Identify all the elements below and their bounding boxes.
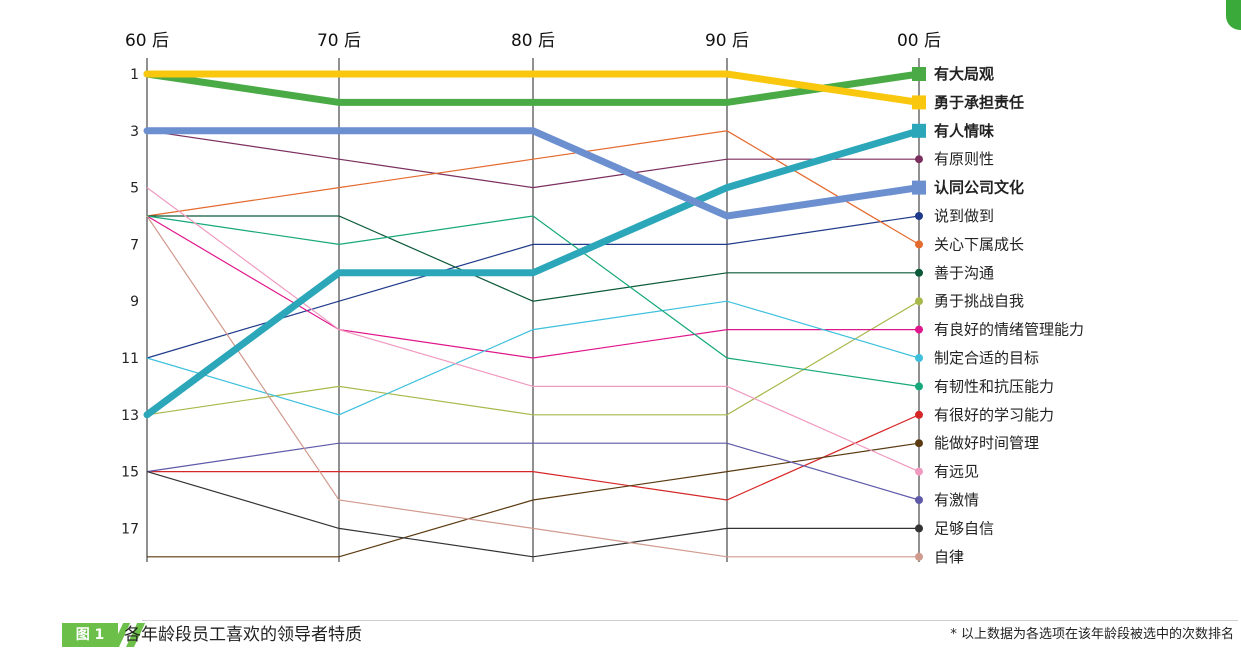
series-end-marker [915, 212, 923, 220]
series-label: 有远见 [934, 463, 979, 481]
thick-series-lines [144, 70, 920, 418]
grid [146, 58, 920, 562]
series-line [146, 187, 920, 473]
series-label: 认同公司文化 [934, 179, 1024, 197]
series-end-marker [915, 410, 923, 419]
series-label: 善于沟通 [934, 264, 994, 282]
x-tick-label: 00 后 [897, 31, 941, 51]
thin-series-lines [146, 130, 920, 558]
series-line [146, 130, 919, 189]
series-end-marker [915, 552, 923, 561]
series-label: 有人情味 [934, 122, 994, 140]
y-tick-label: 7 [130, 237, 139, 253]
series-line [147, 127, 920, 220]
series-label: 自律 [934, 548, 964, 566]
figure-note: * 以上数据为各选项在该年龄段被选中的次数排名 [950, 627, 1234, 642]
series-label: 有大局观 [934, 65, 994, 83]
x-tick-label: 80 后 [511, 31, 555, 51]
series-end-marker [915, 240, 923, 249]
series-line [147, 70, 920, 106]
y-tick-label: 5 [130, 181, 139, 197]
series-end-marker [915, 297, 923, 306]
figure-footer: 图 1 各年龄段员工喜欢的领导者特质 * 以上数据为各选项在该年龄段被选中的次数… [62, 620, 1238, 650]
x-axis-labels: 60 后 70 后 80 后 90 后 00 后 [125, 31, 941, 51]
series-label: 勇于承担责任 [934, 93, 1024, 111]
series-line [147, 414, 920, 501]
series-label: 有原则性 [934, 150, 994, 168]
series-end-marker [915, 382, 923, 391]
figure-title: 各年龄段员工喜欢的领导者特质 [124, 625, 362, 645]
series-line [146, 215, 920, 387]
series-label: 有激情 [934, 491, 979, 509]
figure-badge: 图 1 [62, 623, 118, 647]
series-label: 能做好时间管理 [934, 434, 1039, 452]
corner-tab [1226, 0, 1241, 30]
y-tick-label: 1 [130, 67, 139, 83]
series-line [146, 471, 919, 558]
x-tick-label: 60 后 [125, 31, 169, 51]
x-tick-label: 70 后 [317, 31, 361, 51]
series-end-marker [912, 123, 926, 138]
y-tick-label: 17 [121, 521, 139, 537]
y-tick-label: 9 [130, 294, 139, 310]
series-end-marker [915, 524, 923, 533]
series-line [147, 215, 919, 302]
y-tick-label: 15 [121, 465, 139, 481]
series-line [146, 70, 920, 106]
series-end-marker [912, 67, 926, 81]
x-tick-label: 90 后 [705, 31, 749, 51]
series-label: 关心下属成长 [934, 235, 1024, 253]
series-label: 说到做到 [934, 207, 994, 225]
series-line [146, 215, 919, 359]
series-label: 有良好的情绪管理能力 [934, 321, 1084, 339]
series-label: 制定合适的目标 [934, 349, 1039, 367]
y-tick-label: 11 [121, 351, 139, 367]
series-label: 有很好的学习能力 [934, 406, 1054, 424]
series-labels: 有大局观勇于承担责任有人情味有原则性认同公司文化说到做到关心下属成长善于沟通勇于… [934, 65, 1084, 566]
series-end-marker [915, 354, 923, 362]
series-start-point [143, 127, 151, 135]
series-line [146, 300, 920, 416]
series-markers [143, 67, 926, 561]
series-end-marker [915, 467, 923, 476]
series-end-marker [912, 180, 926, 195]
series-end-marker [915, 155, 923, 164]
footer-divider [142, 620, 1238, 621]
series-start-point [143, 411, 151, 419]
series-end-marker [915, 496, 923, 504]
series-label: 勇于挑战自我 [934, 292, 1024, 310]
series-line [144, 127, 920, 418]
y-tick-label: 3 [130, 124, 139, 140]
series-end-marker [915, 439, 923, 448]
series-label: 有韧性和抗压能力 [934, 377, 1054, 395]
series-end-marker [912, 95, 926, 110]
series-label: 足够自信 [934, 519, 994, 537]
series-start-point [143, 70, 151, 78]
series-line [146, 442, 920, 501]
series-end-marker [915, 268, 923, 277]
y-tick-label: 13 [121, 408, 139, 424]
series-end-marker [915, 325, 923, 334]
series-line [146, 215, 919, 558]
